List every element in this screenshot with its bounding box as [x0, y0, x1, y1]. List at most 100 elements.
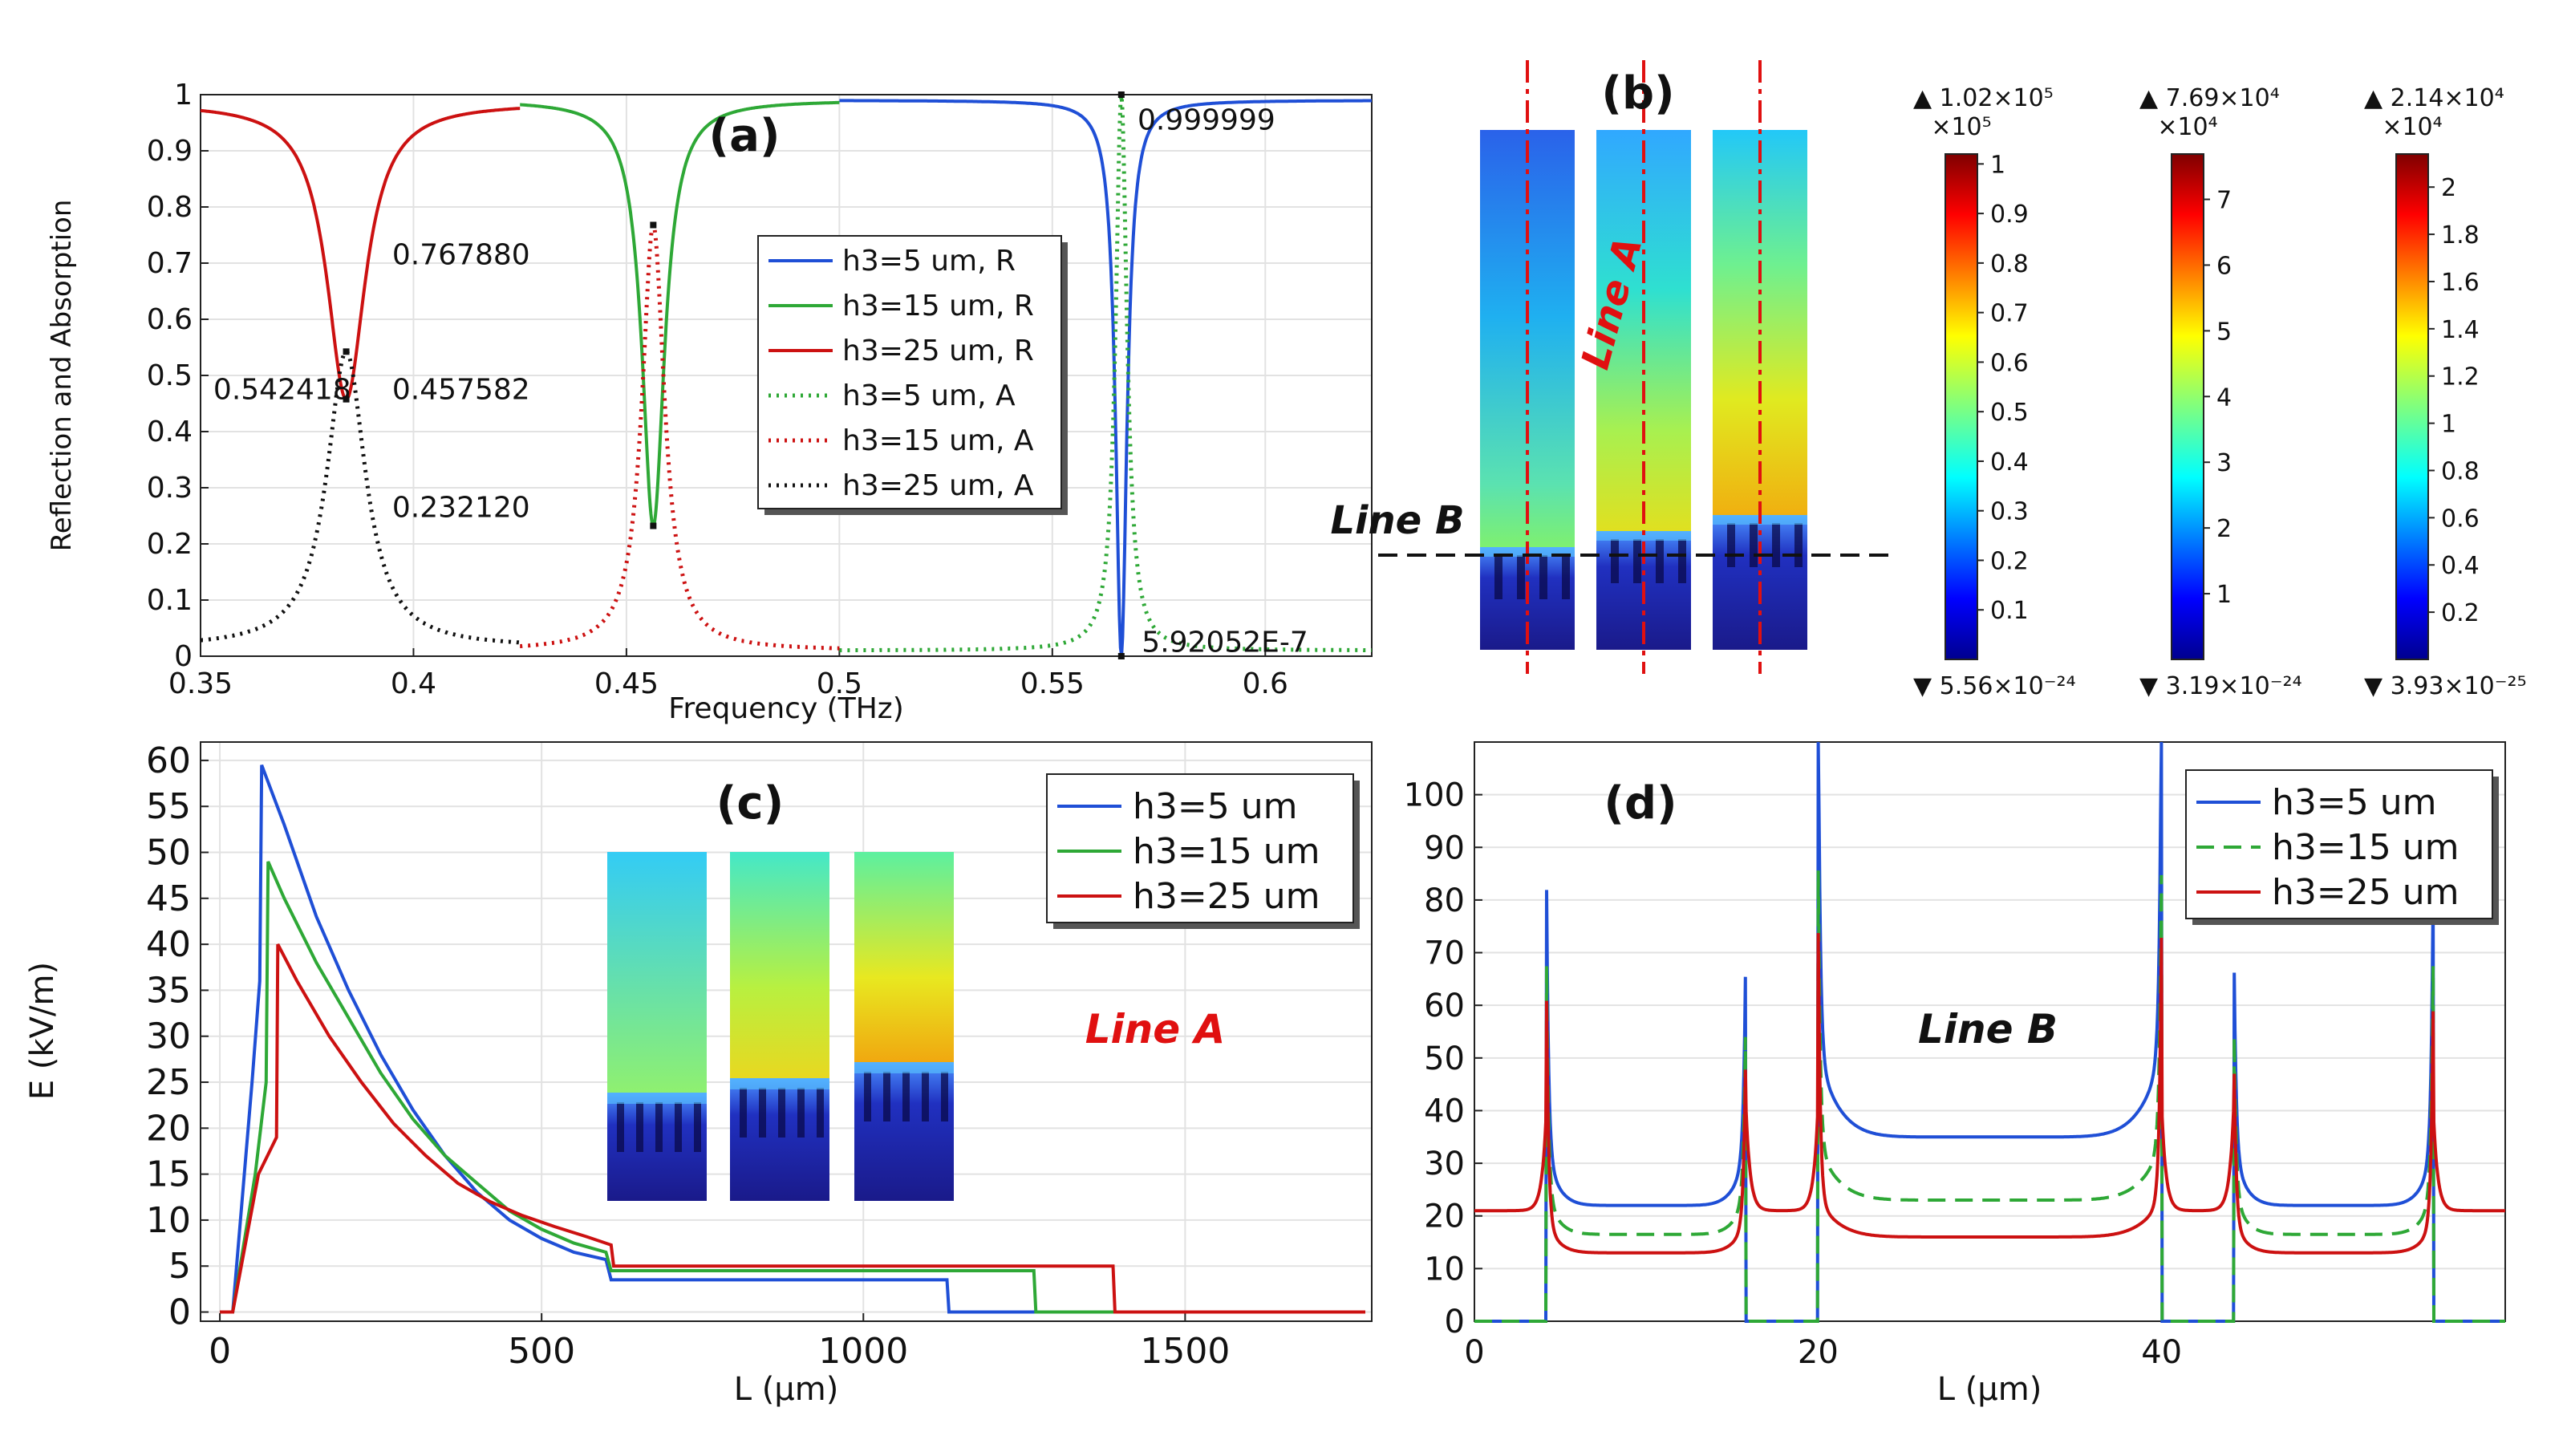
c-ytick-label: 60 [146, 740, 191, 781]
c-ytick-label: 30 [146, 1016, 191, 1057]
b-groove [1611, 539, 1619, 583]
b-colorbar-scale-label: ×10⁴ [2382, 113, 2442, 141]
d-ytick-label: 0 [1445, 1304, 1465, 1340]
c-xtick-label: 500 [508, 1331, 575, 1372]
c-inset-groove [617, 1102, 624, 1152]
a-xtick-label: 0.35 [168, 667, 233, 700]
b-colorbar-min-label: ▼ 5.56×10⁻²⁴ [1913, 672, 2076, 700]
d-ytick-label: 30 [1424, 1146, 1465, 1182]
b-colorbar [1945, 153, 1978, 660]
a-ytick-label: 0.1 [147, 584, 193, 617]
panel-d: 0 20 40 0 10 20 30 40 50 60 70 80 90 100 (d) Line B L… [1404, 741, 2506, 1408]
b-colorbar-scale-label: ×10⁴ [2157, 113, 2217, 141]
a-ytick-label: 0.7 [147, 247, 193, 280]
b-groove [1727, 523, 1735, 567]
b-colorbar-tick-label: 0.7 [1990, 300, 2029, 328]
b-colorbar-tick-label: 2 [2441, 174, 2456, 202]
c-ytick-label: 35 [146, 970, 191, 1011]
b-colorbar-tick-label: 1.2 [2441, 363, 2480, 391]
c-inset-grooves [607, 1062, 954, 1152]
c-plot-frame [200, 741, 1373, 1322]
a-panel-label: (a) [709, 110, 781, 162]
b-colorbar-tick-label: 4 [2216, 383, 2232, 412]
b-colorbar-tick-label: 0.9 [1990, 201, 2029, 229]
b-grooves [1480, 515, 1807, 599]
a-legend-box [757, 235, 1062, 509]
b-colorbar-tick-label: 0.8 [1990, 250, 2029, 278]
a-series-line-3 [200, 107, 521, 401]
b-groove [1772, 523, 1780, 567]
a-annotation-value: 0.767880 [392, 239, 530, 272]
a-legend-label: h3=15 um, A [842, 424, 1034, 457]
b-colorbar-tick-label: 6 [2216, 252, 2232, 280]
a-ticks: 0.35 0.4 0.45 0.5 0.55 0.6 0 0.1 0.2 0.3 0.4 0.5 0.6… [147, 79, 1288, 700]
b-colorbar-tick-label: 0.2 [1990, 547, 2029, 575]
c-ytick-label: 40 [146, 924, 191, 965]
b-colorbar-tick-label: 0.4 [1990, 448, 2029, 477]
c-inset-groove [675, 1102, 682, 1152]
c-annotation: Line A [1085, 1006, 1226, 1052]
b-panel-label: (b) [1601, 67, 1674, 120]
d-ytick-label: 10 [1424, 1251, 1465, 1288]
c-ylabel: E (kV/m) [24, 962, 61, 1100]
c-ytick-label: 15 [146, 1154, 191, 1195]
d-series-line-2 [1474, 870, 2505, 1323]
b-groove [1678, 539, 1686, 583]
b-groove [1562, 555, 1570, 599]
b-interface [1596, 531, 1691, 541]
b-colorbar-tick-label: 0.6 [2441, 505, 2480, 533]
a-annotations: 0.999999 5.92052E-7 0.767880 0.232120 0.5424… [213, 104, 1308, 659]
b-colorbar-tick-label: 3 [2216, 449, 2232, 477]
a-ytick-label: 0 [174, 640, 193, 673]
d-ytick-label: 20 [1424, 1198, 1465, 1235]
panel-a: 0.35 0.4 0.45 0.5 0.55 0.6 0 0.1 0.2 0.3 0.4 0.5 0.6… [46, 79, 1373, 725]
a-series-line-1 [839, 99, 1372, 656]
b-colorbar-tick-label: 0.5 [1990, 399, 2029, 427]
d-legend-label: h3=15 um [2272, 827, 2459, 868]
panel-b: Line A Line B (b) ▲ 1.02×10⁵×10⁵ ▼ 5.56×1… [1330, 60, 2527, 700]
c-ytick-label: 50 [146, 833, 191, 874]
a-ytick-label: 0.3 [147, 472, 193, 505]
b-colorbar-tick-label: 0.6 [1990, 349, 2029, 377]
a-annotation-value: 0.457582 [392, 374, 530, 407]
c-inset-interface [607, 1093, 707, 1104]
b-groove [1656, 539, 1664, 583]
b-colorbar-max-label: ▲ 2.14×10⁴ [2364, 84, 2504, 112]
b-colorbar-tick-label: 2 [2216, 515, 2232, 543]
c-inset-groove [941, 1072, 948, 1121]
c-ytick-label: 10 [146, 1200, 191, 1241]
c-inset-groove [778, 1088, 785, 1138]
c-inset-groove [759, 1088, 766, 1138]
b-colorbar-tick-label: 0.4 [2441, 552, 2480, 580]
d-xtick-label: 40 [2141, 1334, 2182, 1371]
d-series [1474, 741, 2505, 1323]
d-legend-label: h3=25 um [2272, 872, 2459, 913]
c-inset [607, 852, 954, 1201]
b-colorbar-tick-label: 1 [1990, 151, 2005, 179]
d-legend-box [2185, 769, 2493, 919]
a-legend: h3=5 um, R h3=15 um, R h3=25 um, R h3=5 um,… [757, 235, 1068, 515]
d-xlabel: L (µm) [1937, 1371, 2042, 1408]
b-line-b-label: Line B [1330, 498, 1464, 543]
a-legend-items: h3=5 um, R h3=15 um, R h3=25 um, R h3=5 um,… [768, 245, 1034, 502]
c-inset-groove [902, 1072, 910, 1121]
b-colorbar-tick-label: 1.8 [2441, 221, 2480, 249]
b-colorbar-max-label: ▲ 7.69×10⁴ [2139, 84, 2280, 112]
c-inset-groove [797, 1088, 805, 1138]
b-colorbar-tick-label: 7 [2216, 187, 2232, 215]
b-colorbar-scale-label: ×10⁵ [1931, 113, 1991, 141]
b-colorbar-tick-label: 0.8 [2441, 457, 2480, 485]
a-marker-point [1117, 91, 1125, 99]
a-series-line-2 [520, 100, 840, 529]
d-ytick-label: 50 [1424, 1040, 1465, 1077]
a-ytick-label: 0.6 [147, 303, 193, 336]
a-legend-label: h3=25 um, A [842, 469, 1034, 502]
b-groove [1494, 555, 1502, 599]
b-colorbar [2171, 153, 2204, 660]
c-series-line-2 [220, 861, 1365, 1314]
d-ytick-label: 70 [1424, 935, 1465, 972]
